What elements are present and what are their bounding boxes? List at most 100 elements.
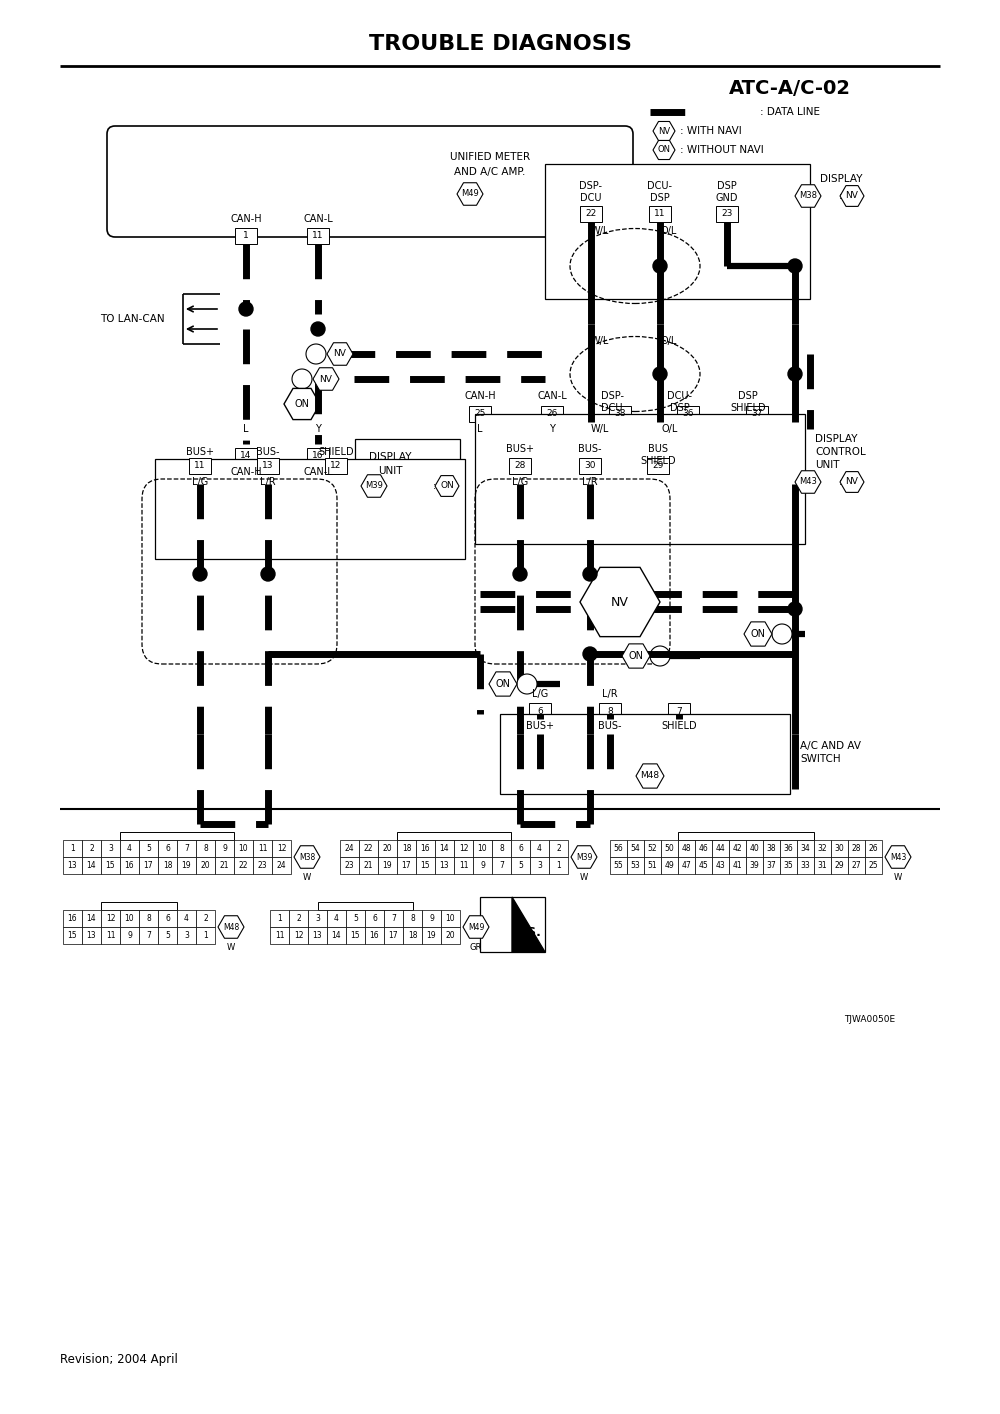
Bar (120, 833, 234, 840)
Polygon shape (512, 896, 545, 952)
Bar (177, 928, 196, 945)
Text: 54: 54 (631, 844, 640, 853)
Text: M49: M49 (468, 922, 484, 932)
Circle shape (650, 646, 670, 666)
Text: 12: 12 (277, 844, 286, 853)
Text: O/L: O/L (662, 424, 678, 434)
Bar (454, 840, 473, 857)
Polygon shape (571, 846, 597, 868)
Text: CAN-H: CAN-H (230, 214, 262, 223)
Bar (480, 896, 545, 952)
Text: 12: 12 (106, 913, 115, 923)
Bar (865, 840, 882, 857)
Text: 7: 7 (184, 844, 189, 853)
Bar (599, 703, 621, 718)
Text: SHIELD: SHIELD (640, 455, 676, 467)
Text: 24: 24 (345, 844, 354, 853)
Bar (649, 206, 671, 222)
Text: DISPLAY: DISPLAY (820, 174, 862, 184)
Text: 6: 6 (165, 913, 170, 923)
Bar (378, 857, 397, 874)
Bar (530, 857, 549, 874)
Text: DSP: DSP (717, 181, 737, 191)
Bar (797, 857, 814, 874)
Text: 12: 12 (459, 844, 468, 853)
Text: DCU-: DCU- (648, 181, 672, 191)
Bar (101, 902, 177, 911)
Polygon shape (636, 764, 664, 788)
Polygon shape (840, 185, 864, 206)
Bar (196, 911, 215, 928)
Text: L: L (243, 424, 249, 434)
Bar (270, 911, 289, 928)
Circle shape (788, 259, 802, 273)
Circle shape (513, 567, 527, 581)
Bar (158, 840, 177, 857)
Bar (139, 840, 158, 857)
Text: 1: 1 (203, 930, 208, 940)
Text: W: W (303, 872, 311, 881)
Text: 23: 23 (345, 861, 354, 870)
Text: 8: 8 (410, 913, 415, 923)
Polygon shape (361, 475, 387, 498)
Text: 16: 16 (421, 844, 430, 853)
Text: 47: 47 (682, 861, 691, 870)
Bar (469, 406, 491, 421)
Polygon shape (435, 475, 459, 496)
Bar (848, 840, 865, 857)
Text: H.S.: H.S. (513, 926, 541, 939)
Text: 11: 11 (312, 232, 324, 240)
Text: ON: ON (294, 399, 310, 409)
Text: GND: GND (716, 192, 738, 204)
Text: 30: 30 (584, 461, 596, 471)
Text: A/C AND AV: A/C AND AV (800, 741, 861, 751)
Text: DSP: DSP (738, 392, 758, 402)
Text: 16: 16 (370, 930, 379, 940)
Text: 16: 16 (68, 913, 77, 923)
Text: GR: GR (470, 943, 482, 952)
Text: 2: 2 (556, 844, 561, 853)
Text: BUS: BUS (648, 444, 668, 454)
Circle shape (311, 322, 325, 337)
Bar (272, 857, 291, 874)
Text: BUS+: BUS+ (506, 444, 534, 454)
Polygon shape (457, 182, 483, 205)
Text: SHIELD: SHIELD (661, 721, 697, 731)
Bar (120, 911, 139, 928)
Bar (475, 414, 805, 544)
Text: ON: ON (658, 146, 670, 154)
Bar (63, 911, 82, 928)
Text: W: W (894, 872, 902, 881)
Polygon shape (218, 916, 244, 939)
Bar (139, 928, 158, 945)
Text: :: : (838, 477, 842, 486)
Text: 14: 14 (240, 451, 252, 461)
Bar (529, 703, 551, 718)
Bar (610, 840, 627, 857)
Text: NV: NV (846, 478, 858, 486)
Text: 25: 25 (474, 410, 486, 419)
Bar (848, 857, 865, 874)
Text: 22: 22 (585, 209, 597, 219)
Text: W/L: W/L (591, 337, 609, 346)
Polygon shape (653, 140, 675, 160)
Bar (101, 928, 120, 945)
Polygon shape (744, 622, 772, 646)
Text: 3: 3 (315, 913, 320, 923)
Bar (235, 228, 257, 245)
Bar (234, 857, 253, 874)
Text: 11: 11 (275, 930, 284, 940)
Text: 4: 4 (127, 844, 132, 853)
Text: M38: M38 (799, 191, 817, 201)
Text: : DATA LINE: : DATA LINE (760, 107, 820, 117)
Circle shape (239, 303, 253, 315)
Text: 36: 36 (784, 844, 793, 853)
Text: 11: 11 (258, 844, 267, 853)
Circle shape (583, 648, 597, 660)
Text: ON: ON (496, 679, 511, 689)
Text: 11: 11 (459, 861, 468, 870)
Text: 13: 13 (262, 461, 274, 471)
Bar (82, 928, 101, 945)
Text: :: : (838, 191, 842, 201)
Text: : WITH NAVI: : WITH NAVI (680, 126, 742, 136)
